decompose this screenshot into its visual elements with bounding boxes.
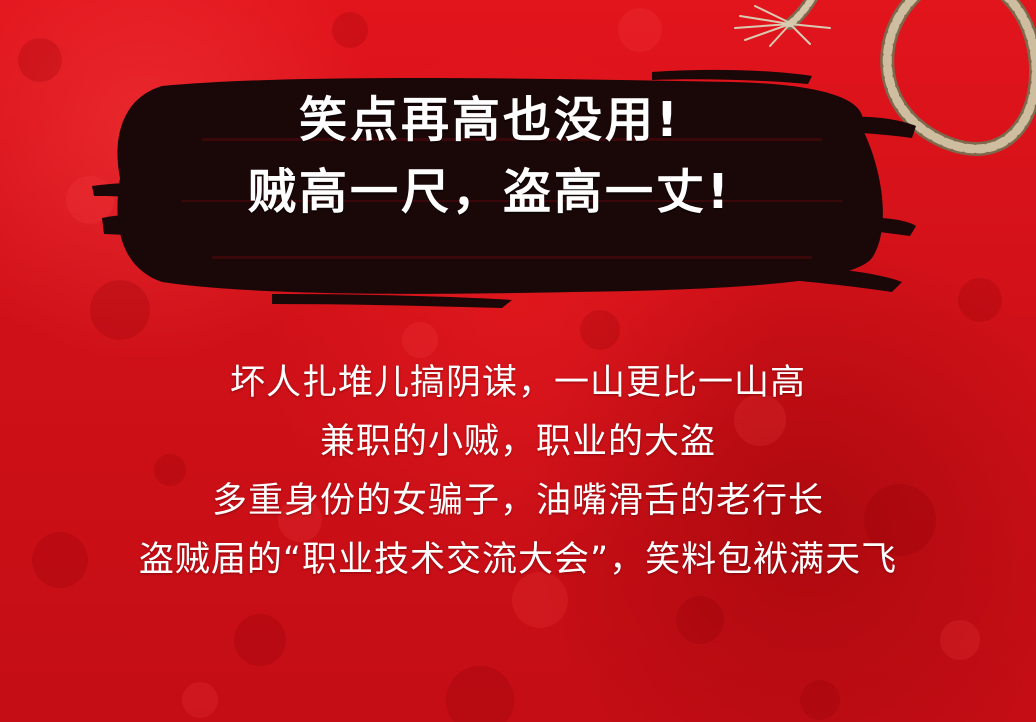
description: 坏人扎堆儿搞阴谋，一山更比一山高 兼职的小贼，职业的大盗 多重身份的女骗子，油嘴… — [18, 354, 1018, 590]
description-line-1: 坏人扎堆儿搞阴谋，一山更比一山高 — [229, 363, 806, 403]
rope-frayed-end — [734, 5, 831, 47]
description-line-3: 多重身份的女骗子，油嘴滑舌的老行长 — [211, 481, 824, 521]
headline: 笑点再高也没用! 贼高一尺，盗高一丈! — [130, 84, 850, 228]
headline-line-1: 笑点再高也没用! — [299, 92, 681, 148]
rope-illustration — [734, 0, 1036, 156]
description-line-2: 兼职的小贼，职业的大盗 — [319, 422, 716, 462]
headline-line-2: 贼高一尺，盗高一丈! — [248, 164, 732, 220]
ink-brush-stroke — [92, 69, 916, 308]
description-line-4: 盗贼届的“职业技术交流大会”，笑料包袱满天飞 — [138, 540, 898, 580]
